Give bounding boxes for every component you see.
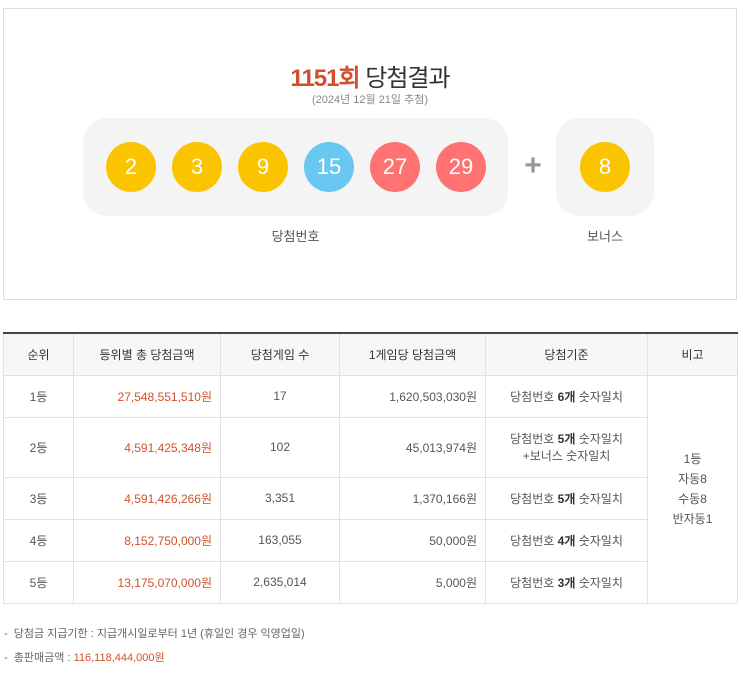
total-prize-cell: 4,591,425,348원 — [73, 416, 221, 478]
payment-deadline-note: - 당첨금 지급기한 : 지급개시일로부터 1년 (휴일인 경우 익영업일) — [4, 628, 305, 640]
column-header: 당첨기준 — [485, 332, 648, 376]
column-header: 당첨게임 수 — [220, 332, 340, 376]
number-ball: 3 — [172, 142, 222, 192]
per-game-prize-cell: 1,370,166원 — [339, 476, 486, 520]
table-row: 1등 27,548,551,510원 17 1,620,503,030원 당첨번… — [3, 374, 738, 604]
rank-cell: 2등 — [3, 416, 74, 478]
table-row: 3등 4,591,426,266원 3,351 1,370,166원 당첨번호 … — [3, 476, 738, 520]
winning-numbers-panel: 2 3 9 15 27 29 — [83, 118, 508, 216]
round-number: 1151회 — [290, 65, 360, 92]
note-cell: 1등 자동8 수동8 반자동1 — [647, 374, 738, 604]
rank-cell: 5등 — [3, 560, 74, 604]
bonus-number-panel: 8 — [556, 118, 654, 216]
note-line: 자동8 — [678, 472, 707, 486]
number-ball: 15 — [304, 142, 354, 192]
total-prize-cell: 8,152,750,000원 — [73, 518, 221, 562]
total-sales-note: - 총판매금액 : 116,118,444,000원 — [4, 652, 165, 664]
table-header-row: 순위 등위별 총 당첨금액 당첨게임 수 1게임당 당첨금액 당첨기준 비고 — [3, 332, 738, 376]
winner-count-cell: 17 — [220, 374, 340, 418]
note-line: 반자동1 — [672, 512, 713, 526]
criteria-cell: 당첨번호 3개 숫자일치 — [485, 560, 648, 604]
per-game-prize-cell: 1,620,503,030원 — [339, 374, 486, 418]
total-sales-value: 116,118,444,000원 — [73, 652, 165, 664]
criteria-cell: 당첨번호 5개 숫자일치 +보너스 숫자일치 — [485, 416, 648, 478]
winner-count-cell: 2,635,014 — [220, 560, 340, 604]
note-line: 1등 — [683, 452, 702, 466]
criteria-cell: 당첨번호 4개 숫자일치 — [485, 518, 648, 562]
note-line: 수동8 — [678, 492, 707, 506]
draw-date: (2024년 12월 21일 추첨) — [311, 94, 429, 106]
winner-count-cell: 102 — [220, 416, 340, 478]
table-row: 4등 8,152,750,000원 163,055 50,000원 당첨번호 4… — [3, 518, 738, 562]
number-ball: 29 — [436, 142, 486, 192]
winner-count-cell: 3,351 — [220, 476, 340, 520]
prize-table: 순위 등위별 총 당첨금액 당첨게임 수 1게임당 당첨금액 당첨기준 비고 1… — [3, 332, 738, 604]
per-game-prize-cell: 50,000원 — [339, 518, 486, 562]
number-ball: 27 — [370, 142, 420, 192]
plus-icon: + — [524, 149, 542, 182]
column-header: 등위별 총 당첨금액 — [73, 332, 221, 376]
winning-numbers-label: 당첨번호 — [271, 229, 320, 244]
footnotes: - 당첨금 지급기한 : 지급개시일로부터 1년 (휴일인 경우 익영업일) -… — [4, 622, 305, 670]
per-game-prize-cell: 45,013,974원 — [339, 416, 486, 478]
bonus-ball: 8 — [580, 142, 630, 192]
table-row: 5등 13,175,070,000원 2,635,014 5,000원 당첨번호… — [3, 560, 738, 604]
total-prize-cell: 13,175,070,000원 — [73, 560, 221, 604]
rank-cell: 3등 — [3, 476, 74, 520]
per-game-prize-cell: 5,000원 — [339, 560, 486, 604]
total-prize-cell: 27,548,551,510원 — [73, 374, 221, 418]
column-header: 1게임당 당첨금액 — [339, 332, 486, 376]
column-header: 순위 — [3, 332, 74, 376]
bonus-label: 보너스 — [587, 229, 623, 244]
number-ball: 2 — [106, 142, 156, 192]
total-prize-cell: 4,591,426,266원 — [73, 476, 221, 520]
title-suffix: 당첨결과 — [365, 65, 450, 92]
winner-count-cell: 163,055 — [220, 518, 340, 562]
table-row: 2등 4,591,425,348원 102 45,013,974원 당첨번호 5… — [3, 416, 738, 478]
criteria-cell: 당첨번호 6개 숫자일치 — [485, 374, 648, 418]
rank-cell: 4등 — [3, 518, 74, 562]
column-header: 비고 — [647, 332, 738, 376]
number-ball: 9 — [238, 142, 288, 192]
criteria-cell: 당첨번호 5개 숫자일치 — [485, 476, 648, 520]
rank-cell: 1등 — [3, 374, 74, 418]
page-title: 1151회 당첨결과 — [4, 58, 736, 93]
